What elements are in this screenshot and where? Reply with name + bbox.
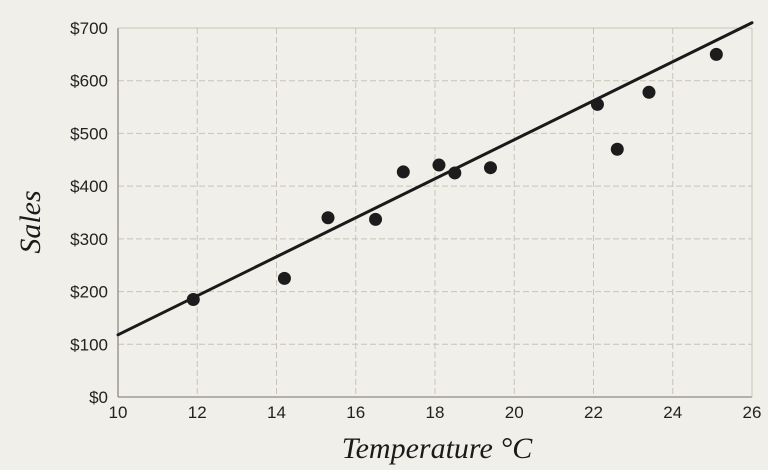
data-points [186,47,723,306]
x-tick-label: 24 [663,403,682,422]
x-axis-title: Temperature °C [342,432,534,465]
y-tick-label: $100 [70,335,108,354]
y-tick-label: $500 [70,124,108,143]
grid [118,27,753,397]
y-tick-label: $600 [70,72,108,91]
data-point [186,292,200,306]
y-axis-title: Sales [14,190,47,253]
data-point [448,166,462,180]
y-tick-label: $400 [70,177,108,196]
x-tick-label: 22 [584,403,603,422]
x-tick-label: 16 [346,403,365,422]
data-point [321,211,335,225]
trendline [116,21,754,337]
y-tick-label: $0 [89,388,108,407]
data-point [483,161,497,175]
data-point [396,165,410,179]
x-tick-label: 12 [188,403,207,422]
x-tick-label: 14 [267,403,286,422]
data-point [610,142,624,156]
tick-labels: 10 12 14 16 18 20 22 24 26 $0 $100 $200 $300 $400 $500… [70,19,761,422]
x-tick-label: 20 [505,403,524,422]
data-point [277,271,291,285]
y-tick-label: $700 [70,19,108,38]
data-point [590,97,604,111]
data-point [432,158,446,172]
data-point [642,85,656,99]
x-tick-label: 18 [426,403,445,422]
x-tick-label: 10 [109,403,128,422]
data-point [709,47,723,61]
y-tick-label: $300 [70,230,108,249]
x-tick-label: 26 [743,403,762,422]
trendline-group [116,21,754,337]
data-point [369,212,383,226]
y-tick-label: $200 [70,283,108,302]
